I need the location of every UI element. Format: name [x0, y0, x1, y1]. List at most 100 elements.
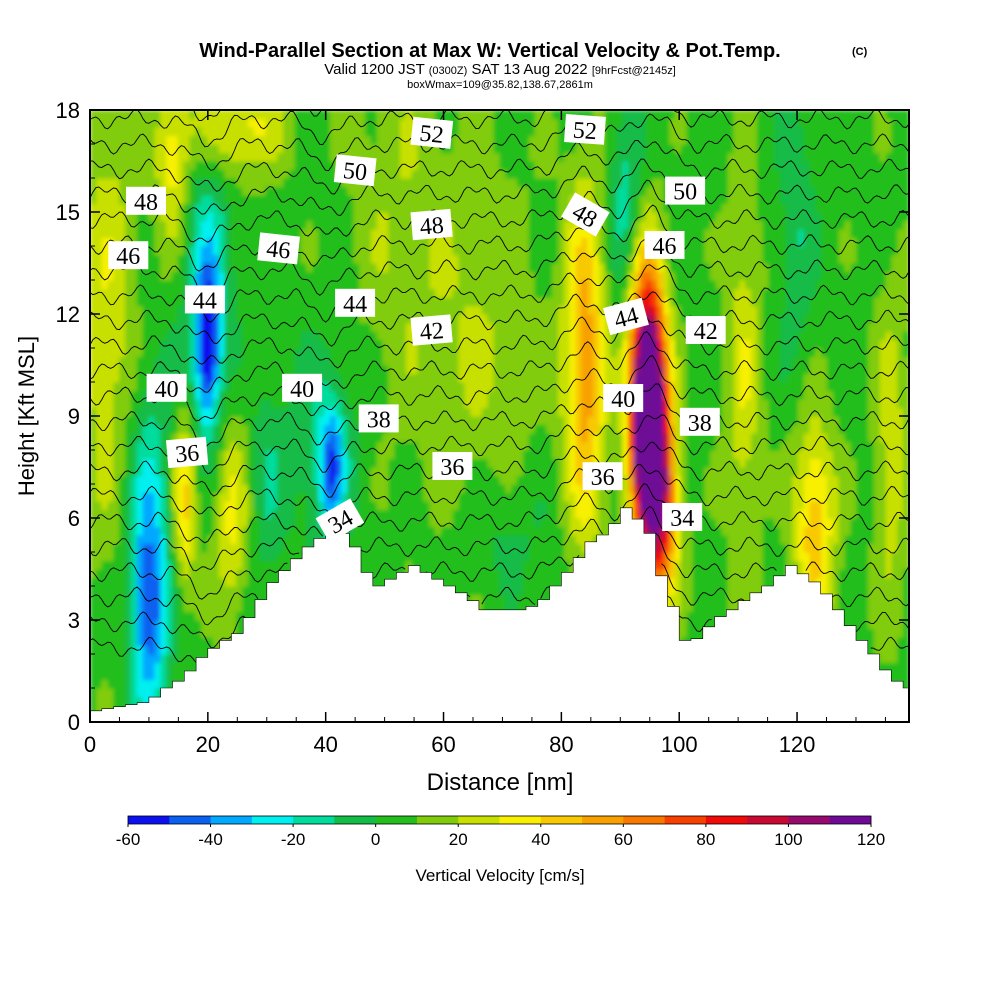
- w-cell: [224, 382, 231, 392]
- w-cell: [101, 594, 109, 604]
- w-cell: [382, 144, 389, 154]
- w-cell: [329, 297, 337, 307]
- w-cell: [212, 161, 220, 171]
- w-cell: [359, 144, 366, 154]
- w-cell: [224, 586, 231, 596]
- w-cell: [306, 178, 313, 188]
- w-cell: [136, 382, 144, 392]
- w-cell: [160, 263, 167, 273]
- w-cell: [247, 229, 255, 239]
- w-cell: [435, 203, 442, 213]
- w-cell: [224, 356, 231, 366]
- w-cell: [113, 178, 120, 188]
- w-cell: [136, 127, 144, 137]
- w-cell: [247, 526, 255, 536]
- w-cell: [283, 331, 290, 341]
- w-cell: [288, 314, 296, 324]
- w-cell: [288, 416, 296, 426]
- w-cell: [236, 220, 243, 230]
- w-cell: [148, 356, 155, 366]
- w-cell: [487, 288, 495, 298]
- w-cell: [130, 322, 138, 332]
- w-cell: [487, 254, 495, 264]
- w-cell: [288, 118, 296, 128]
- w-cell: [160, 433, 167, 443]
- w-cell: [324, 118, 331, 128]
- w-cell: [130, 458, 138, 468]
- w-cell: [107, 696, 114, 706]
- w-cell: [195, 152, 202, 162]
- w-cell: [359, 246, 366, 256]
- w-cell: [318, 254, 325, 264]
- w-cell: [136, 305, 144, 315]
- w-cell: [464, 526, 471, 536]
- w-cell: [294, 501, 302, 511]
- w-cell: [154, 220, 161, 230]
- w-cell: [458, 195, 465, 205]
- w-cell: [207, 586, 214, 596]
- w-cell: [107, 331, 114, 341]
- w-cell: [277, 373, 284, 383]
- w-cell: [189, 280, 196, 290]
- w-cell: [265, 373, 272, 383]
- w-cell: [218, 382, 226, 392]
- w-cell: [405, 246, 413, 256]
- w-cell: [95, 671, 103, 681]
- w-cell: [148, 237, 155, 247]
- w-cell: [446, 203, 454, 213]
- w-cell: [242, 382, 249, 392]
- w-cell: [470, 518, 477, 528]
- w-cell: [259, 518, 267, 528]
- w-cell: [353, 433, 360, 443]
- w-cell: [382, 314, 389, 324]
- w-cell: [113, 169, 120, 179]
- w-cell: [259, 569, 267, 579]
- w-cell: [470, 552, 477, 562]
- w-cell: [370, 110, 378, 120]
- w-cell: [458, 110, 465, 120]
- w-cell: [271, 475, 278, 485]
- w-cell: [90, 628, 97, 638]
- w-cell: [201, 271, 208, 281]
- w-cell: [113, 501, 120, 511]
- w-cell: [411, 195, 419, 205]
- w-cell: [90, 237, 97, 247]
- w-cell: [189, 348, 196, 358]
- w-cell: [212, 518, 220, 528]
- w-cell: [195, 127, 202, 137]
- w-cell: [405, 399, 413, 409]
- w-cell: [166, 237, 173, 247]
- w-cell: [160, 671, 167, 681]
- w-cell: [189, 314, 196, 324]
- w-cell: [154, 654, 161, 664]
- w-cell: [312, 161, 319, 171]
- w-cell: [476, 135, 483, 145]
- w-cell: [224, 467, 231, 477]
- w-cell: [359, 356, 366, 366]
- w-cell: [294, 365, 302, 375]
- w-cell: [130, 441, 138, 451]
- w-cell: [125, 407, 132, 417]
- w-cell: [441, 382, 448, 392]
- w-cell: [253, 416, 261, 426]
- w-cell: [417, 297, 425, 307]
- w-cell: [493, 569, 501, 579]
- w-cell: [277, 535, 284, 545]
- w-cell: [283, 450, 290, 460]
- w-cell: [464, 280, 471, 290]
- w-cell: [201, 603, 208, 613]
- w-cell: [452, 416, 460, 426]
- w-cell: [183, 322, 191, 332]
- w-cell: [283, 288, 290, 298]
- w-cell: [271, 382, 278, 392]
- w-cell: [265, 339, 272, 349]
- w-cell: [236, 390, 243, 400]
- w-cell: [125, 475, 132, 485]
- w-cell: [207, 339, 214, 349]
- w-cell: [306, 212, 313, 222]
- w-cell: [388, 526, 395, 536]
- w-cell: [441, 305, 448, 315]
- w-cell: [405, 509, 413, 519]
- w-cell: [423, 373, 430, 383]
- w-cell: [119, 288, 126, 298]
